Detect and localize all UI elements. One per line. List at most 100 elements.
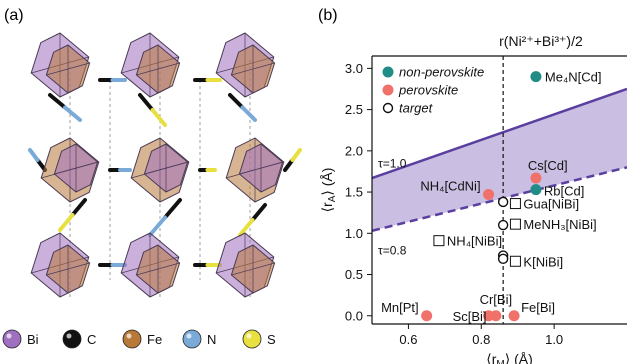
bi-octahedron-edge [54,161,98,175]
annotation-marker [433,235,445,247]
y-tick-label: 0.5 [345,267,363,282]
scatter-chart: τ=1.0 τ=0.8 r(Ni²⁺+Bi³⁺)/2 0.0 0.5 1.0 1.5 2.0 2… [319,33,627,364]
x-tick-label: 1.0 [545,332,563,347]
y-tick-label: 3.0 [345,61,363,76]
linker-bond [58,213,75,232]
linker-bond [148,215,167,237]
linker-bond [138,93,155,112]
linker-bond [150,108,167,127]
bi-octahedron-edge [239,161,283,175]
perovskite-point [530,172,542,184]
atom-legend-swatch [182,329,202,349]
legend-label: perovskite [398,83,458,98]
y-axis-label-rest: ⟩ (Å) [319,168,335,196]
tau-line-label: τ=0.8 [378,244,407,258]
fe-octahedron-edge [136,262,180,276]
x-axis-label-sub: M [496,359,504,364]
annotation-marker [509,198,521,210]
target-annotation: Gua[NiBi] [523,197,579,212]
atom-legend-highlight [66,333,72,339]
linker-bond [70,198,87,217]
linker-bond [63,105,82,122]
point-label: Fe[Bi] [521,300,555,315]
atom-legend-highlight [126,333,132,339]
annotation-marker [509,255,521,267]
point-label: Cr[Bi] [480,292,513,307]
reference-vline-label: r(Ni²⁺+Bi³⁺)/2 [499,33,583,49]
legend-label: non-perovskite [399,65,484,80]
legend-marker [382,84,394,96]
y-axis-label-sub: A [327,195,338,202]
y-tick-label: 2.5 [345,102,363,117]
crystal-structure-illustration [28,32,302,300]
linker-bond [228,93,245,110]
atom-legend-highlight [186,333,192,339]
fe-octahedron-edge [231,262,275,276]
perovskite-point [508,310,520,322]
linker-bond [238,218,255,237]
linker-bond [240,105,257,122]
y-tick-label: 0.0 [345,308,363,323]
atom-legend-label: C [87,332,96,347]
target-annotation: NH₄[NiBi] [447,234,502,249]
fe-octahedron-edge [136,62,180,76]
target-point [497,196,509,208]
fe-octahedron-edge [231,62,275,76]
annotation-marker [509,218,521,230]
legend-label: target [399,101,434,116]
y-tick-label: 1.0 [345,226,363,241]
atom-legend-swatch [242,329,262,349]
perovskite-point [490,310,502,322]
atom-legend-label: S [267,332,276,347]
legend-marker [382,66,394,78]
panel-b-label: (b) [318,7,338,24]
linker-bond [163,198,182,220]
target-point [497,253,509,265]
tau-line-label: τ=1.0 [378,156,407,170]
y-axis-label: ⟨rA⟩ (Å) [319,168,338,213]
atom-legend-label: N [207,332,216,347]
atom-legend-highlight [246,333,252,339]
panel-b: (b) τ=1.0 τ=0.8 r(Ni²⁺+Bi³⁺)/2 0.0 0.5 1.0 1.5… [318,7,627,364]
linker-bond [28,148,40,162]
x-axis-label-rest: ⟩ (Å) [505,351,533,364]
target-annotation: MeNH₃[NiBi] [523,217,596,232]
y-tick-label: 2.0 [345,143,363,158]
point-label: NH₄[CdNi] [420,179,480,194]
bi-octahedron-edge [144,161,188,175]
atom-legend-label: Fe [147,332,162,347]
linker-bond [250,203,267,222]
x-tick-label: 0.8 [472,332,490,347]
legend-marker [382,102,394,114]
linker-bond [283,158,295,172]
x-tick-label: 0.6 [399,332,417,347]
target-point [497,219,509,231]
tolerance-band [372,88,627,231]
point-label: Me₄N[Cd] [545,70,602,85]
y-tick-label: 1.5 [345,185,363,200]
fe-octahedron-edge [46,62,90,76]
atom-legend-swatch [122,329,142,349]
point-label: Cs[Cd] [528,158,568,173]
non-perovskite-point [530,184,542,196]
non-perovskite-point [530,71,542,83]
perovskite-point [483,189,495,201]
atom-legend-swatch [2,329,22,349]
atom-legend-label: Bi [27,332,39,347]
tau-line [372,87,627,180]
atom-legend: Bi C Fe N S [2,329,276,349]
perovskite-point [421,310,433,322]
x-axis-label: ⟨rM⟩ (Å) [486,351,532,364]
linker-bond [48,93,67,110]
point-label: Rb[Cd] [544,184,584,199]
target-annotation: K[NiBi] [523,254,563,269]
point-label: Mn[Pt] [381,300,419,315]
point-label: Sc[Bi] [453,309,487,324]
atom-legend-swatch [62,329,82,349]
panel-a-label: (a) [4,7,24,24]
fe-octahedron-edge [46,262,90,276]
panel-a: (a) Bi C Fe N S [2,7,302,349]
atom-legend-highlight [6,333,12,339]
linker-bond [290,148,302,162]
